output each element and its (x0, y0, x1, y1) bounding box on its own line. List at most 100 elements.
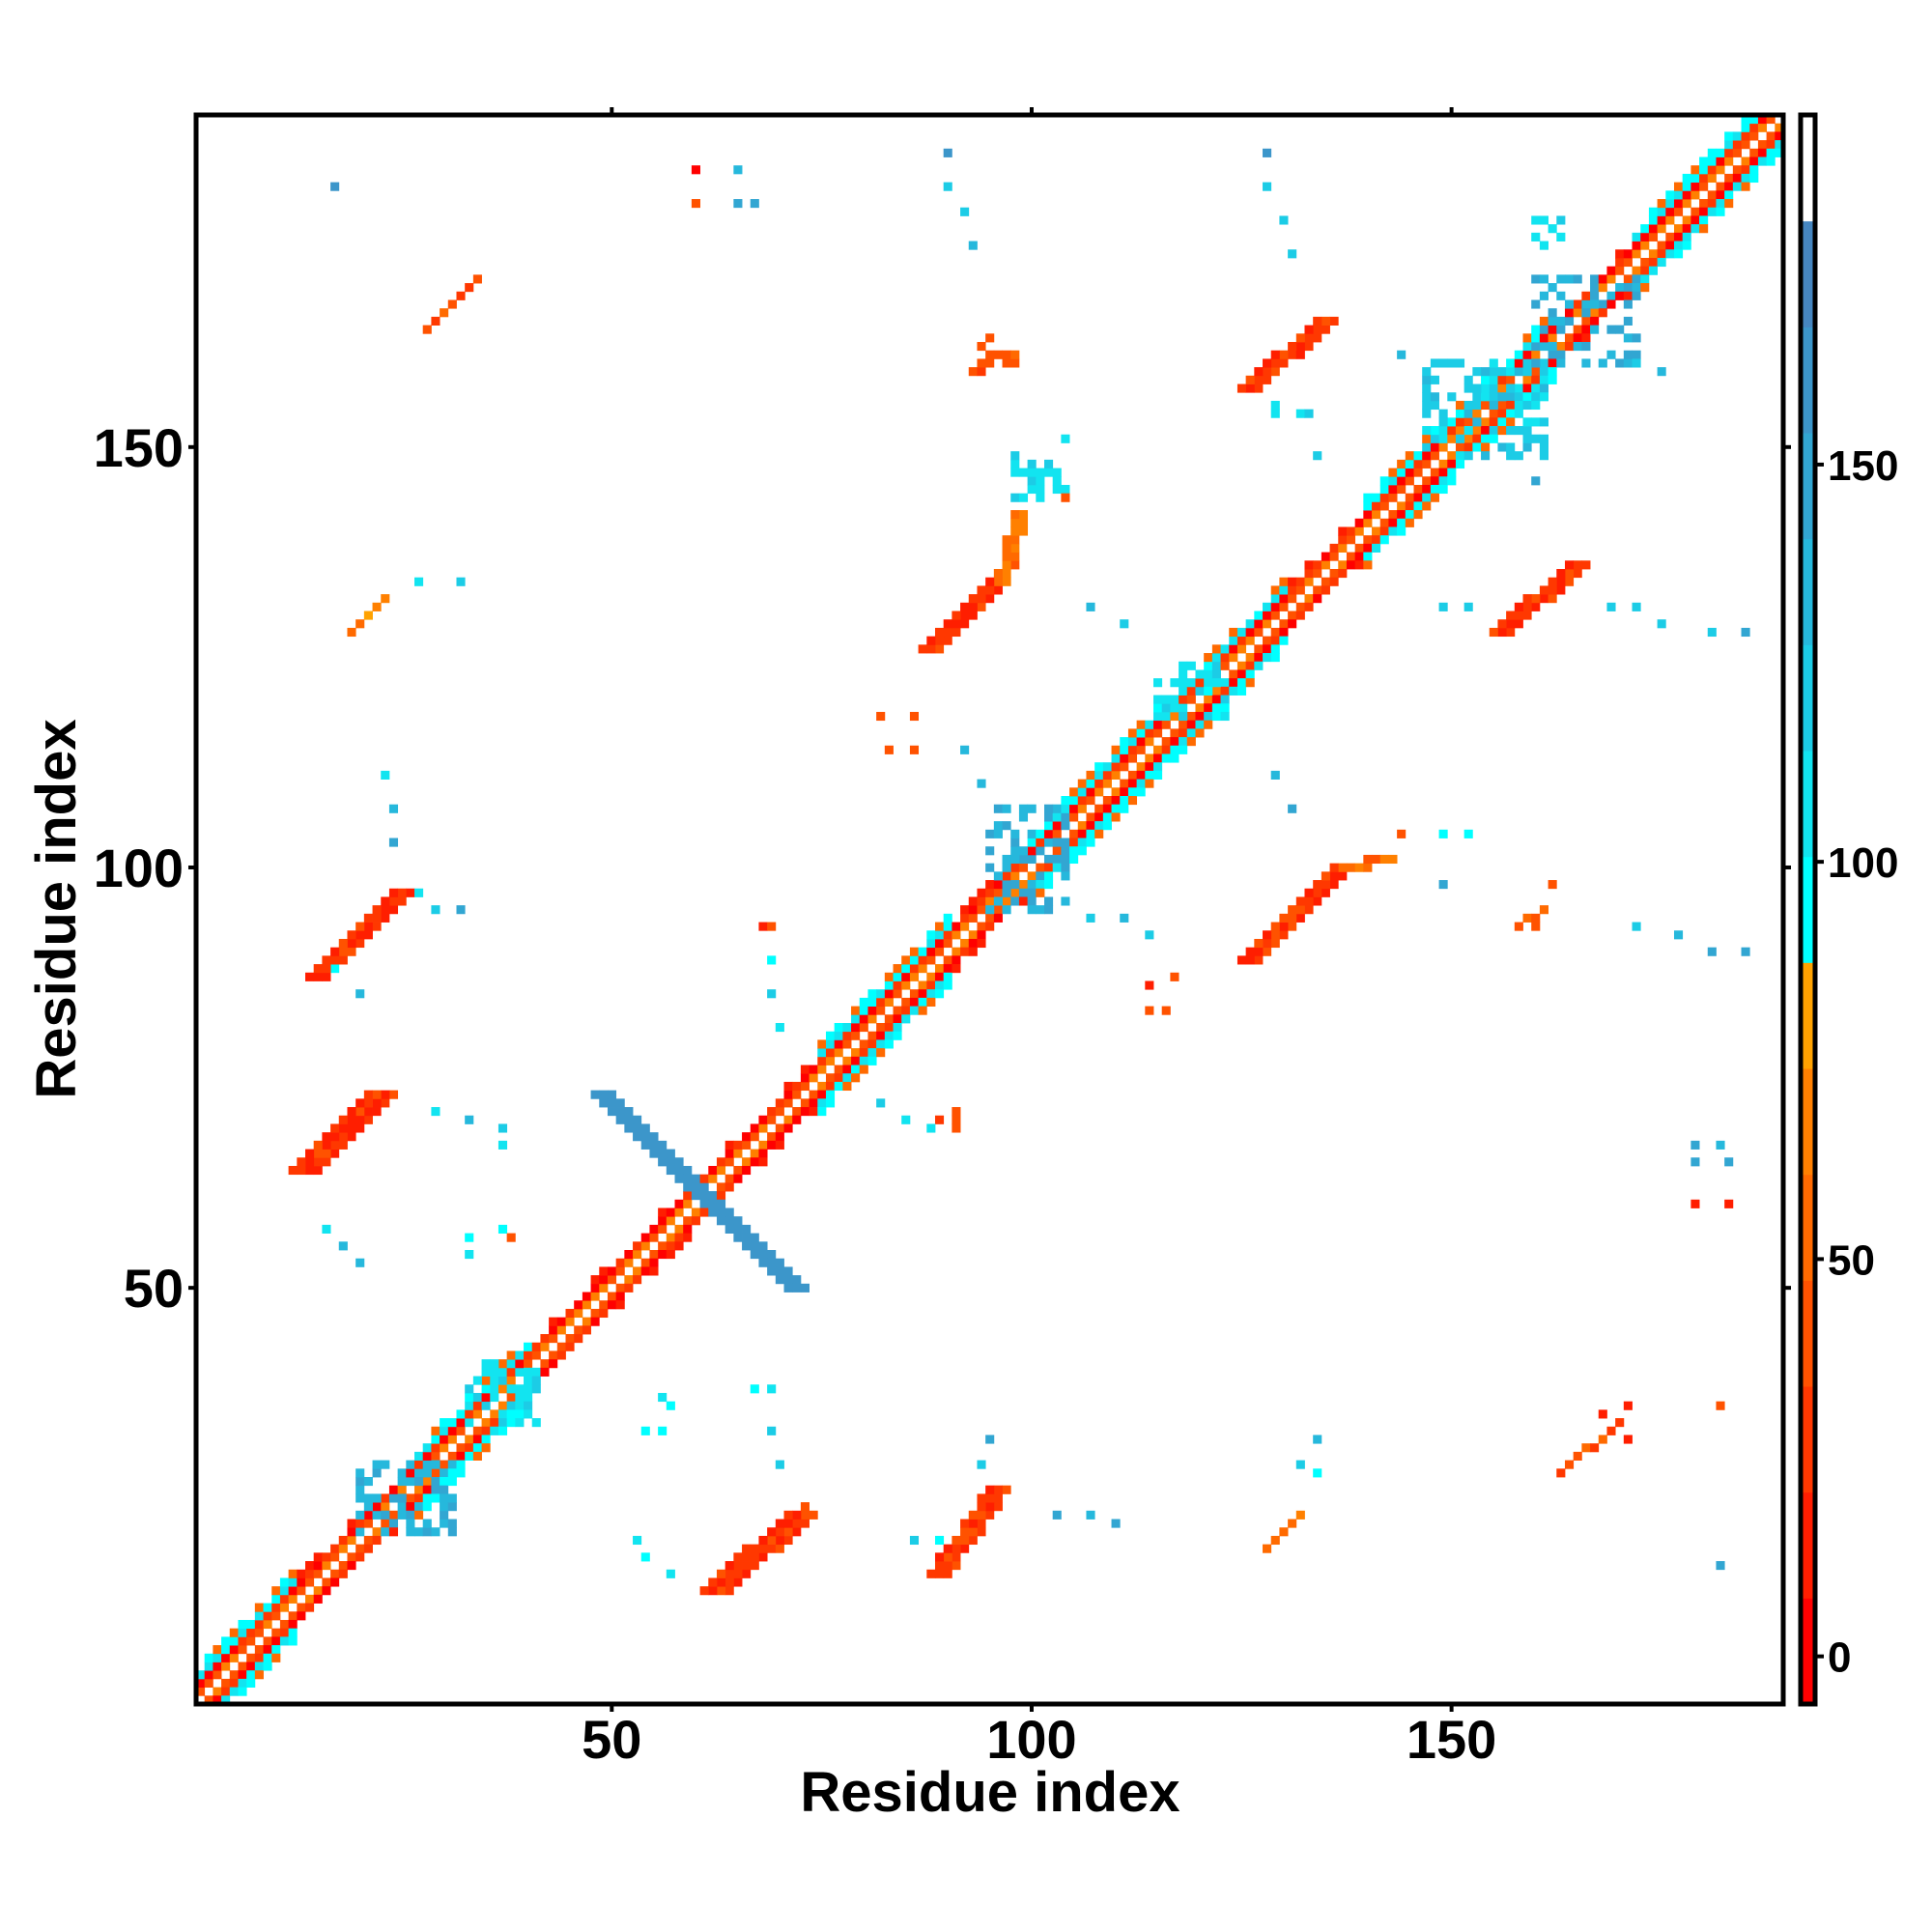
heatmap-cell (1170, 703, 1179, 713)
heatmap-cell (775, 1132, 784, 1142)
heatmap-cell (1136, 770, 1146, 780)
heatmap-cell (355, 1477, 365, 1487)
heatmap-cell (1179, 695, 1188, 704)
heatmap-cell (1775, 131, 1784, 141)
heatmap-cell (372, 1502, 382, 1512)
heatmap-cell (1757, 148, 1768, 157)
heatmap-cell (1573, 325, 1582, 334)
heatmap-cell (909, 1535, 920, 1546)
heatmap-cell (1463, 451, 1473, 461)
heatmap-cell (1304, 594, 1314, 604)
heatmap-cell (599, 1300, 609, 1310)
heatmap-cell (960, 1535, 970, 1546)
heatmap-cell (388, 838, 399, 847)
heatmap-cell (733, 199, 743, 209)
heatmap-cell (347, 1552, 356, 1562)
heatmap-cell (490, 1367, 499, 1377)
heatmap-cell (1288, 922, 1297, 931)
heatmap-cell (699, 1182, 709, 1192)
heatmap-cell (1229, 627, 1238, 638)
heatmap-cell (1304, 602, 1314, 611)
heatmap-cell (767, 1250, 777, 1260)
heatmap-cell (1372, 535, 1381, 545)
heatmap-cell (1270, 653, 1280, 663)
heatmap-cell (733, 1552, 743, 1562)
heatmap-cell (590, 1292, 600, 1301)
heatmap-cell (775, 1098, 784, 1108)
heatmap-cell (1010, 510, 1020, 520)
heatmap-cell (497, 1376, 508, 1385)
heatmap-cell (1304, 905, 1314, 915)
heatmap-cell (1489, 384, 1498, 393)
heatmap-cell (1002, 350, 1011, 359)
heatmap-cell (1044, 821, 1054, 831)
heatmap-cell (1531, 325, 1541, 334)
heatmap-cell (497, 1367, 508, 1377)
heatmap-cell (1506, 384, 1516, 393)
heatmap-cell (246, 1653, 256, 1662)
heatmap-cell (1102, 770, 1112, 780)
heatmap-cell (783, 1115, 793, 1124)
heatmap-cell (1413, 484, 1423, 495)
heatmap-cell (1447, 476, 1457, 486)
heatmap-cell (347, 1535, 356, 1546)
heatmap-cell (1506, 426, 1516, 436)
heatmap-cell (447, 1418, 457, 1428)
heatmap-cell (1061, 871, 1070, 881)
heatmap-cell (767, 955, 777, 965)
heatmap-cell (985, 585, 995, 595)
heatmap-cell (1263, 602, 1272, 611)
heatmap-cell (934, 964, 945, 974)
heatmap-cell (1489, 434, 1498, 443)
heatmap-cell (943, 1561, 952, 1571)
heatmap-cell (1573, 299, 1582, 309)
heatmap-cell (1236, 686, 1247, 696)
heatmap-cell (1506, 375, 1516, 384)
heatmap-cell (1010, 358, 1020, 368)
heatmap-cell (355, 1485, 365, 1494)
heatmap-cell (1094, 829, 1104, 838)
heatmap-cell (817, 1048, 827, 1058)
heatmap-cell (1295, 896, 1305, 906)
heatmap-cell (422, 1468, 432, 1478)
heatmap-cell (347, 947, 356, 956)
heatmap-cell (893, 1031, 902, 1040)
heatmap-cell (1413, 493, 1423, 502)
heatmap-cell (1640, 266, 1650, 275)
heatmap-cell (750, 1250, 759, 1260)
heatmap-cell (1707, 947, 1717, 956)
heatmap-cell (1077, 821, 1087, 831)
heatmap-cell (666, 1569, 675, 1578)
heatmap-cell (1741, 947, 1750, 956)
heatmap-cell (414, 1451, 424, 1461)
heatmap-cell (1102, 762, 1112, 772)
heatmap-cell (724, 1216, 734, 1226)
heatmap-cell (901, 980, 911, 990)
heatmap-cell (440, 1468, 449, 1478)
heatmap-cell (809, 1107, 818, 1117)
heatmap-cell (549, 1359, 558, 1369)
heatmap-cell (1321, 577, 1330, 586)
heatmap-cell (742, 1165, 752, 1176)
heatmap-cell (1295, 409, 1305, 418)
heatmap-cell (1539, 392, 1548, 402)
heatmap-cell (1036, 838, 1045, 847)
heatmap-cell (607, 1292, 617, 1301)
heatmap-cell (1179, 678, 1188, 688)
heatmap-cell (724, 1140, 734, 1150)
heatmap-cell (993, 569, 1003, 579)
heatmap-cell (531, 1350, 541, 1360)
heatmap-cell (447, 1502, 457, 1512)
heatmap-cell (196, 1670, 206, 1680)
heatmap-cell (1018, 880, 1029, 890)
heatmap-cell (1329, 552, 1339, 561)
heatmap-cell (1179, 737, 1188, 747)
heatmap-cell (767, 1140, 777, 1150)
heatmap-cell (363, 1477, 373, 1487)
heatmap-cell (867, 1056, 877, 1065)
heatmap-cell (724, 1149, 734, 1158)
heatmap-cell (347, 938, 356, 949)
heatmap-cell (943, 1544, 952, 1553)
heatmap-cell (867, 1006, 877, 1015)
heatmap-cell (901, 1014, 911, 1024)
